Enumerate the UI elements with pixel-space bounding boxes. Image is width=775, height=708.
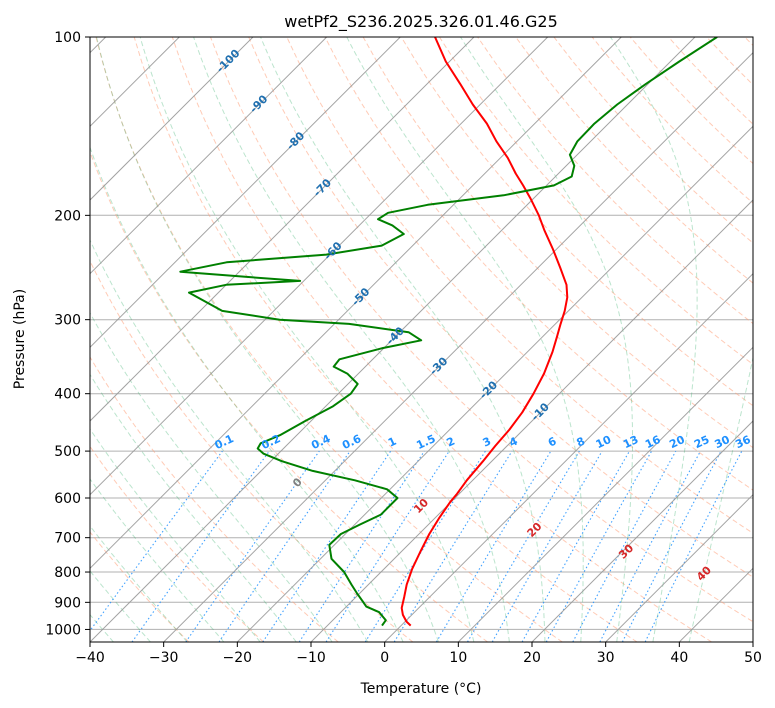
y-tick-label: 400 [54, 387, 81, 403]
dry-adiabat [133, 37, 638, 642]
dry-adiabat [171, 37, 712, 642]
mixing-ratio-line [644, 450, 743, 642]
x-tick-label: −30 [149, 650, 179, 666]
mixing-ratio-label: 30 [713, 433, 733, 451]
y-tick-label: 100 [54, 30, 81, 46]
mixing-ratio-line [90, 450, 223, 632]
y-tick-label: 200 [54, 208, 81, 224]
dewpoint-profile-line [179, 37, 718, 627]
isotherm-line [90, 37, 328, 275]
isotherm-line [90, 37, 549, 496]
dry-adiabat [90, 445, 264, 642]
moist-adiabat [90, 428, 261, 642]
dry-adiabat [515, 37, 753, 284]
y-axis-label: Pressure (hPa) [12, 289, 28, 389]
dry-adiabat [324, 37, 753, 491]
dry-adiabat [95, 37, 563, 642]
isotherm-line [90, 37, 401, 349]
dry-adiabat [90, 356, 339, 642]
x-tick-label: −20 [223, 650, 253, 666]
y-tick-label: 500 [54, 444, 81, 460]
y-tick-label: 700 [54, 531, 81, 547]
mixing-ratio-line [185, 450, 320, 642]
mixing-ratio-line [393, 450, 513, 642]
moist-adiabat [90, 478, 225, 642]
mixing-ratio-line [572, 450, 677, 642]
mixing-ratio-line [521, 450, 630, 642]
mixing-ratio-lines [90, 450, 743, 642]
moist-adiabats [90, 37, 753, 642]
moist-adiabat [96, 37, 439, 642]
x-tick-label: 30 [597, 650, 615, 666]
mixing-ratio-label: 20 [667, 433, 687, 451]
isotherm-line [384, 272, 753, 642]
isotherm-line [605, 493, 753, 642]
mixing-ratio-label: 16 [643, 433, 663, 451]
moist-adiabat [609, 37, 698, 642]
x-tick-label: 0 [380, 650, 389, 666]
isotherms [90, 37, 753, 642]
x-tick-label: 40 [670, 650, 688, 666]
moist-adiabat [193, 37, 510, 642]
y-tick-label: 300 [54, 313, 81, 329]
mixing-ratio-line [545, 450, 653, 642]
mixing-ratio-label: 25 [692, 433, 711, 451]
mixing-ratio-line [218, 450, 351, 642]
moist-adiabat [90, 525, 188, 642]
y-tick-label: 800 [54, 565, 81, 581]
isotherm-line [90, 37, 696, 642]
y-axis-ticks: 1000 900 800 700 600 500 400 300 200 100 [45, 30, 90, 638]
moist-adiabat [346, 37, 584, 642]
mixing-ratio-label: 10 [594, 433, 614, 451]
background-line-labels: -100-90-80-70-60-50-40-30-20-100.1 0.2 0.4… [213, 47, 753, 584]
isotherm-line [310, 199, 753, 642]
profile-lines [179, 37, 718, 627]
mixing-ratio-label: 13 [621, 433, 640, 451]
moist-adiabat [90, 570, 151, 642]
mixing-ratio-line [262, 450, 392, 642]
dry-adiabat [438, 37, 753, 366]
moist-adiabat [90, 238, 369, 642]
plot-frame [89, 36, 754, 643]
isotherm-line [90, 37, 254, 201]
x-tick-label: −10 [296, 650, 326, 666]
mixing-ratio-line [131, 450, 270, 642]
chart-title: wetPf2_S236.2025.326.01.46.G25 [284, 12, 558, 32]
mixing-ratio-line [325, 450, 450, 642]
y-tick-label: 900 [54, 595, 81, 611]
mixing-ratio-label: 36 [733, 433, 753, 451]
y-tick-label: 600 [54, 491, 81, 507]
isotherm-line [752, 641, 753, 642]
x-tick-label: 10 [449, 650, 467, 666]
moist-adiabat [90, 373, 297, 642]
isotherm-line [457, 346, 753, 642]
moist-adiabat [90, 146, 404, 642]
dry-adiabat [248, 37, 753, 578]
isotherm-line [531, 420, 753, 642]
dry-adiabat [90, 531, 190, 642]
x-axis-label: Temperature (°C) [360, 681, 482, 697]
isotherm-line [236, 125, 753, 642]
x-tick-label: 20 [523, 650, 541, 666]
moist-adiabat [460, 37, 633, 642]
isotherm-line [163, 51, 753, 642]
moist-adiabat [260, 37, 546, 642]
x-tick-label: −40 [75, 650, 105, 666]
temperature-profile-line [400, 37, 569, 627]
isotherm-line [90, 37, 475, 422]
x-tick-label: 50 [744, 650, 762, 666]
isotherm-line [90, 37, 622, 570]
pressure-gridlines [90, 37, 753, 630]
y-tick-label: 1000 [45, 622, 81, 638]
moist-adiabat [688, 355, 753, 642]
mixing-ratio-line [298, 450, 425, 642]
dry-adiabat [90, 150, 488, 642]
dry-adiabat [210, 37, 753, 623]
x-axis-ticks: −40 −30 −20 −10 0 10 20 30 40 50 [75, 642, 762, 666]
dry-adiabat [400, 37, 753, 407]
